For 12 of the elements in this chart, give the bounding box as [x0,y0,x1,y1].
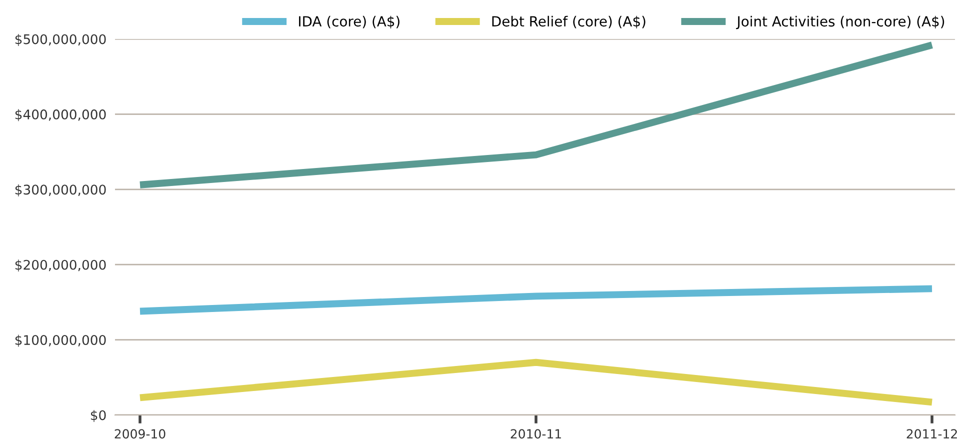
x-tick-label: 2010-11 [510,429,561,439]
x-tick-label: 2009-10 [114,429,166,439]
legend-label: Debt Relief (core) (A$) [492,16,646,28]
legend-label: Joint Activities (non-core) (A$) [736,16,944,30]
y-tick-label: $100,000,000 [15,334,106,347]
y-tick-label: $300,000,000 [15,184,106,196]
y-tick-label: $200,000,000 [15,260,106,272]
legend-label: IDA (core) (A$) [299,16,400,28]
y-tick-label: $400,000,000 [15,109,106,122]
x-tick-label: 2011-12 [906,429,957,439]
y-tick-label: $0 [90,410,106,422]
y-tick-label: $500,000,000 [15,34,106,46]
